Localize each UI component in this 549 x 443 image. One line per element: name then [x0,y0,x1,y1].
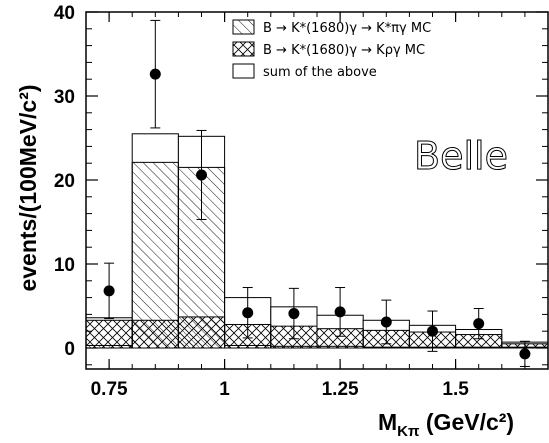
legend-swatch-0 [232,19,255,35]
data-point-0 [103,285,115,297]
x-tick-label-1: 1 [219,379,230,400]
data-point-3 [242,307,254,319]
belle-annotation: Belle [414,134,508,178]
data-point-9 [519,348,531,360]
x-axis-title-sub: Kπ [397,423,420,440]
legend-label-0: B → K*(1680)γ → K*πγ MC [263,21,431,36]
data-points-layer [103,19,531,367]
legend-label-2: sum of the above [263,65,377,80]
x-axis-title-base: M [378,409,397,435]
data-point-6 [380,316,392,328]
y-tick-label-3: 30 [54,87,75,108]
hist-bar-cross-hatch-1 [131,319,179,349]
x-tick-label-2: 1.25 [322,379,359,400]
legend-label-1: B → K*(1680)γ → Kργ MC [263,43,425,58]
x-tick-label-3: 1.5 [442,379,469,400]
legend: B → K*(1680)γ → K*πγ MC B → K*(1680)γ → K… [232,19,431,80]
y-tick-label-1: 10 [54,255,75,276]
legend-swatch-2 [232,63,255,79]
data-point-1 [149,68,161,80]
hist-bar-cross-hatch-2 [177,316,226,349]
data-point-8 [473,318,485,330]
data-point-5 [334,306,346,318]
legend-swatch-1 [232,41,255,57]
y-tick-label-2: 20 [54,171,75,192]
axis-ticks: 0.75 1 1.25 1.5 0 10 20 30 40 [54,3,549,400]
hist-bar-diagonal-1 [131,161,179,349]
y-tick-label-4: 40 [54,3,75,24]
y-axis-title: events/(100MeV/c²) [15,84,41,291]
data-point-2 [196,169,207,181]
x-axis-title-unit: (GeV/c²) [420,409,515,435]
x-tick-label-0: 0.75 [91,379,128,400]
y-tick-label-0: 0 [64,339,75,360]
x-axis-title: MKπ (GeV/c²) [378,409,514,440]
data-point-4 [288,308,300,320]
hist-bar-cross-hatch-0 [86,319,133,349]
data-point-7 [427,325,438,337]
